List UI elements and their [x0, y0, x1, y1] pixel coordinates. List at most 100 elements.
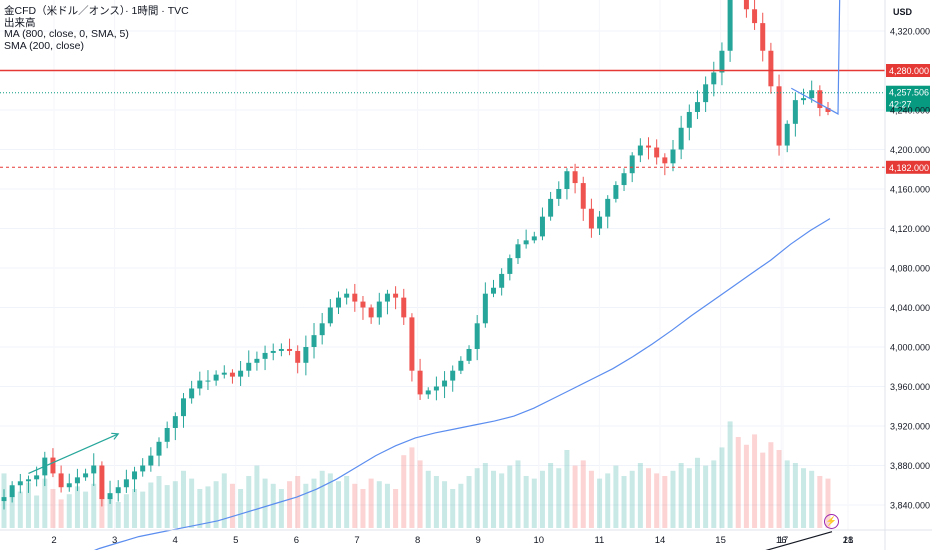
volume-bar [662, 476, 668, 528]
candle-body [156, 441, 162, 456]
volume-bar [66, 494, 72, 528]
volume-bar [83, 491, 89, 528]
candle [637, 138, 643, 163]
volume-bar [238, 489, 244, 528]
candle-body [817, 90, 823, 109]
candle [597, 211, 603, 236]
volume-bar [42, 478, 48, 528]
volume-bar [670, 470, 676, 528]
countdown-label: 42:27 [889, 100, 912, 110]
volume-bar [262, 478, 268, 528]
candle-body [637, 145, 643, 156]
volume-bar [344, 476, 350, 528]
volume-bar [474, 468, 480, 528]
candle [205, 370, 211, 390]
candle-body [270, 350, 276, 353]
candle-body [442, 380, 448, 387]
candle-body [605, 198, 611, 217]
candle [83, 468, 89, 481]
candle-body [344, 293, 350, 298]
candle-body [172, 416, 178, 428]
candle-body [670, 149, 676, 164]
candle [246, 350, 252, 377]
candle-body [25, 479, 31, 482]
volume-bar [588, 470, 594, 528]
currency-label[interactable]: USD [893, 7, 913, 17]
volume-bar [132, 489, 138, 528]
candle [58, 465, 64, 493]
y-tick-label: 4,040.000 [890, 303, 930, 313]
candle [91, 453, 97, 486]
candle [270, 343, 276, 361]
candle-body [629, 155, 635, 174]
candle [1, 489, 7, 510]
candle [621, 168, 627, 192]
volume-bar [711, 460, 717, 528]
candle-body [792, 100, 798, 124]
candle [66, 473, 72, 492]
volume-bar [311, 478, 317, 528]
volume-bar [548, 463, 554, 528]
candle [572, 163, 578, 194]
candle [311, 323, 317, 359]
volume-bar [287, 481, 293, 528]
candle-body [597, 216, 603, 229]
candle-body [238, 370, 244, 377]
candle [213, 370, 219, 386]
candle [784, 120, 790, 153]
lightning-icon[interactable]: ⚡ [824, 514, 839, 529]
candle-body [433, 386, 439, 391]
candle-body [50, 457, 56, 474]
candle [115, 480, 121, 502]
volume-bar [327, 473, 333, 528]
volume-bar [352, 483, 358, 528]
legend-volume: 出来高 [4, 16, 36, 29]
y-tick-label: 4,200.000 [890, 145, 930, 155]
volume-bar [801, 468, 807, 528]
candle-body [743, 0, 749, 10]
candle-body [678, 127, 684, 150]
current-price-label: 4,257.506 [889, 88, 929, 98]
candle [17, 473, 23, 494]
candle-body [474, 323, 480, 349]
price-level-label: 4,182.000 [889, 163, 929, 173]
candle-body [654, 147, 660, 158]
volume-bar [752, 434, 758, 528]
candle-body [303, 347, 309, 363]
candle [474, 315, 480, 361]
candle [458, 356, 464, 375]
candle-body [278, 348, 284, 351]
volume-bar [703, 465, 709, 528]
volume-bar [792, 463, 798, 528]
volume-bar [425, 470, 431, 528]
volume-bar [572, 465, 578, 528]
volume-bar [539, 470, 545, 528]
price-level-tag [886, 64, 930, 77]
volume-bar [107, 496, 113, 528]
candle-body [801, 98, 807, 101]
candle-body [376, 301, 382, 318]
y-tick-label: 4,120.000 [890, 224, 930, 234]
volume-bar [74, 486, 80, 528]
candle-body [74, 477, 80, 484]
candle [278, 343, 284, 357]
candle [491, 279, 497, 298]
candle-body [768, 50, 774, 87]
candle-body [1, 497, 7, 502]
volume-bar [376, 481, 382, 528]
volume-bar [91, 483, 97, 528]
y-tick-label: 3,840.000 [890, 501, 930, 511]
volume-bar [197, 489, 203, 528]
volume-bar [368, 478, 374, 528]
candle [140, 458, 146, 477]
legend-sma: SMA (200, close) [4, 39, 84, 52]
candle-body [123, 479, 129, 488]
candle-body [515, 244, 521, 259]
volume-bar [654, 473, 660, 528]
candle-body [335, 297, 341, 308]
candle [531, 231, 537, 244]
candle [123, 469, 129, 493]
volume-bar [605, 473, 611, 528]
x-tick-label: 17 [778, 535, 789, 546]
